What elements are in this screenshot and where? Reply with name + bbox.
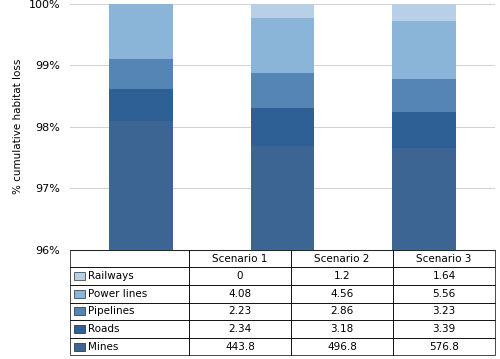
Bar [291,250,393,267]
Bar [392,148,456,359]
Text: 5.56: 5.56 [432,289,456,299]
Bar [70,320,189,338]
Bar [392,4,456,21]
Text: Scenario 1: Scenario 1 [212,254,268,264]
Bar [70,250,189,267]
Text: Mines: Mines [88,342,118,351]
Bar [189,338,291,355]
Bar [189,267,291,285]
Text: Railways: Railways [88,271,134,281]
Bar [109,121,172,359]
Bar [291,338,393,355]
Text: 1.64: 1.64 [432,271,456,281]
Text: 0: 0 [237,271,243,281]
Text: Scenario 3: Scenario 3 [416,254,472,264]
Bar [109,89,172,121]
Bar [70,338,189,355]
Bar [250,4,314,18]
Bar [392,79,456,112]
Bar [250,73,314,108]
Bar [74,325,85,333]
Bar [393,285,495,303]
Bar [70,285,189,303]
Bar [392,21,456,79]
Bar [189,285,291,303]
Bar [393,250,495,267]
Bar [74,307,85,316]
Bar [250,18,314,73]
Text: Scenario 2: Scenario 2 [314,254,370,264]
Text: 496.8: 496.8 [327,342,357,351]
Y-axis label: % cumulative habitat loss: % cumulative habitat loss [13,59,23,195]
Text: Roads: Roads [88,324,120,334]
Bar [74,272,85,280]
Bar [250,108,314,146]
Bar [189,320,291,338]
Text: 2.23: 2.23 [228,307,252,316]
Bar [109,4,172,59]
Bar [291,285,393,303]
Text: 4.08: 4.08 [228,289,252,299]
Bar [74,342,85,351]
Bar [70,303,189,320]
Bar [74,290,85,298]
Bar [189,303,291,320]
Bar [393,303,495,320]
Text: 3.18: 3.18 [330,324,353,334]
Bar [393,338,495,355]
Bar [393,320,495,338]
Text: 2.34: 2.34 [228,324,252,334]
Text: 2.86: 2.86 [330,307,353,316]
Text: 3.39: 3.39 [432,324,456,334]
Bar [291,320,393,338]
Text: 1.2: 1.2 [334,271,350,281]
Bar [291,303,393,320]
Bar [392,112,456,148]
Bar [291,267,393,285]
Text: 443.8: 443.8 [225,342,255,351]
Text: Pipelines: Pipelines [88,307,134,316]
Bar [250,146,314,359]
Bar [70,267,189,285]
Bar [109,59,172,89]
Text: 576.8: 576.8 [429,342,459,351]
Text: Power lines: Power lines [88,289,147,299]
Bar [189,250,291,267]
Bar [393,267,495,285]
Text: 3.23: 3.23 [432,307,456,316]
Text: 4.56: 4.56 [330,289,353,299]
